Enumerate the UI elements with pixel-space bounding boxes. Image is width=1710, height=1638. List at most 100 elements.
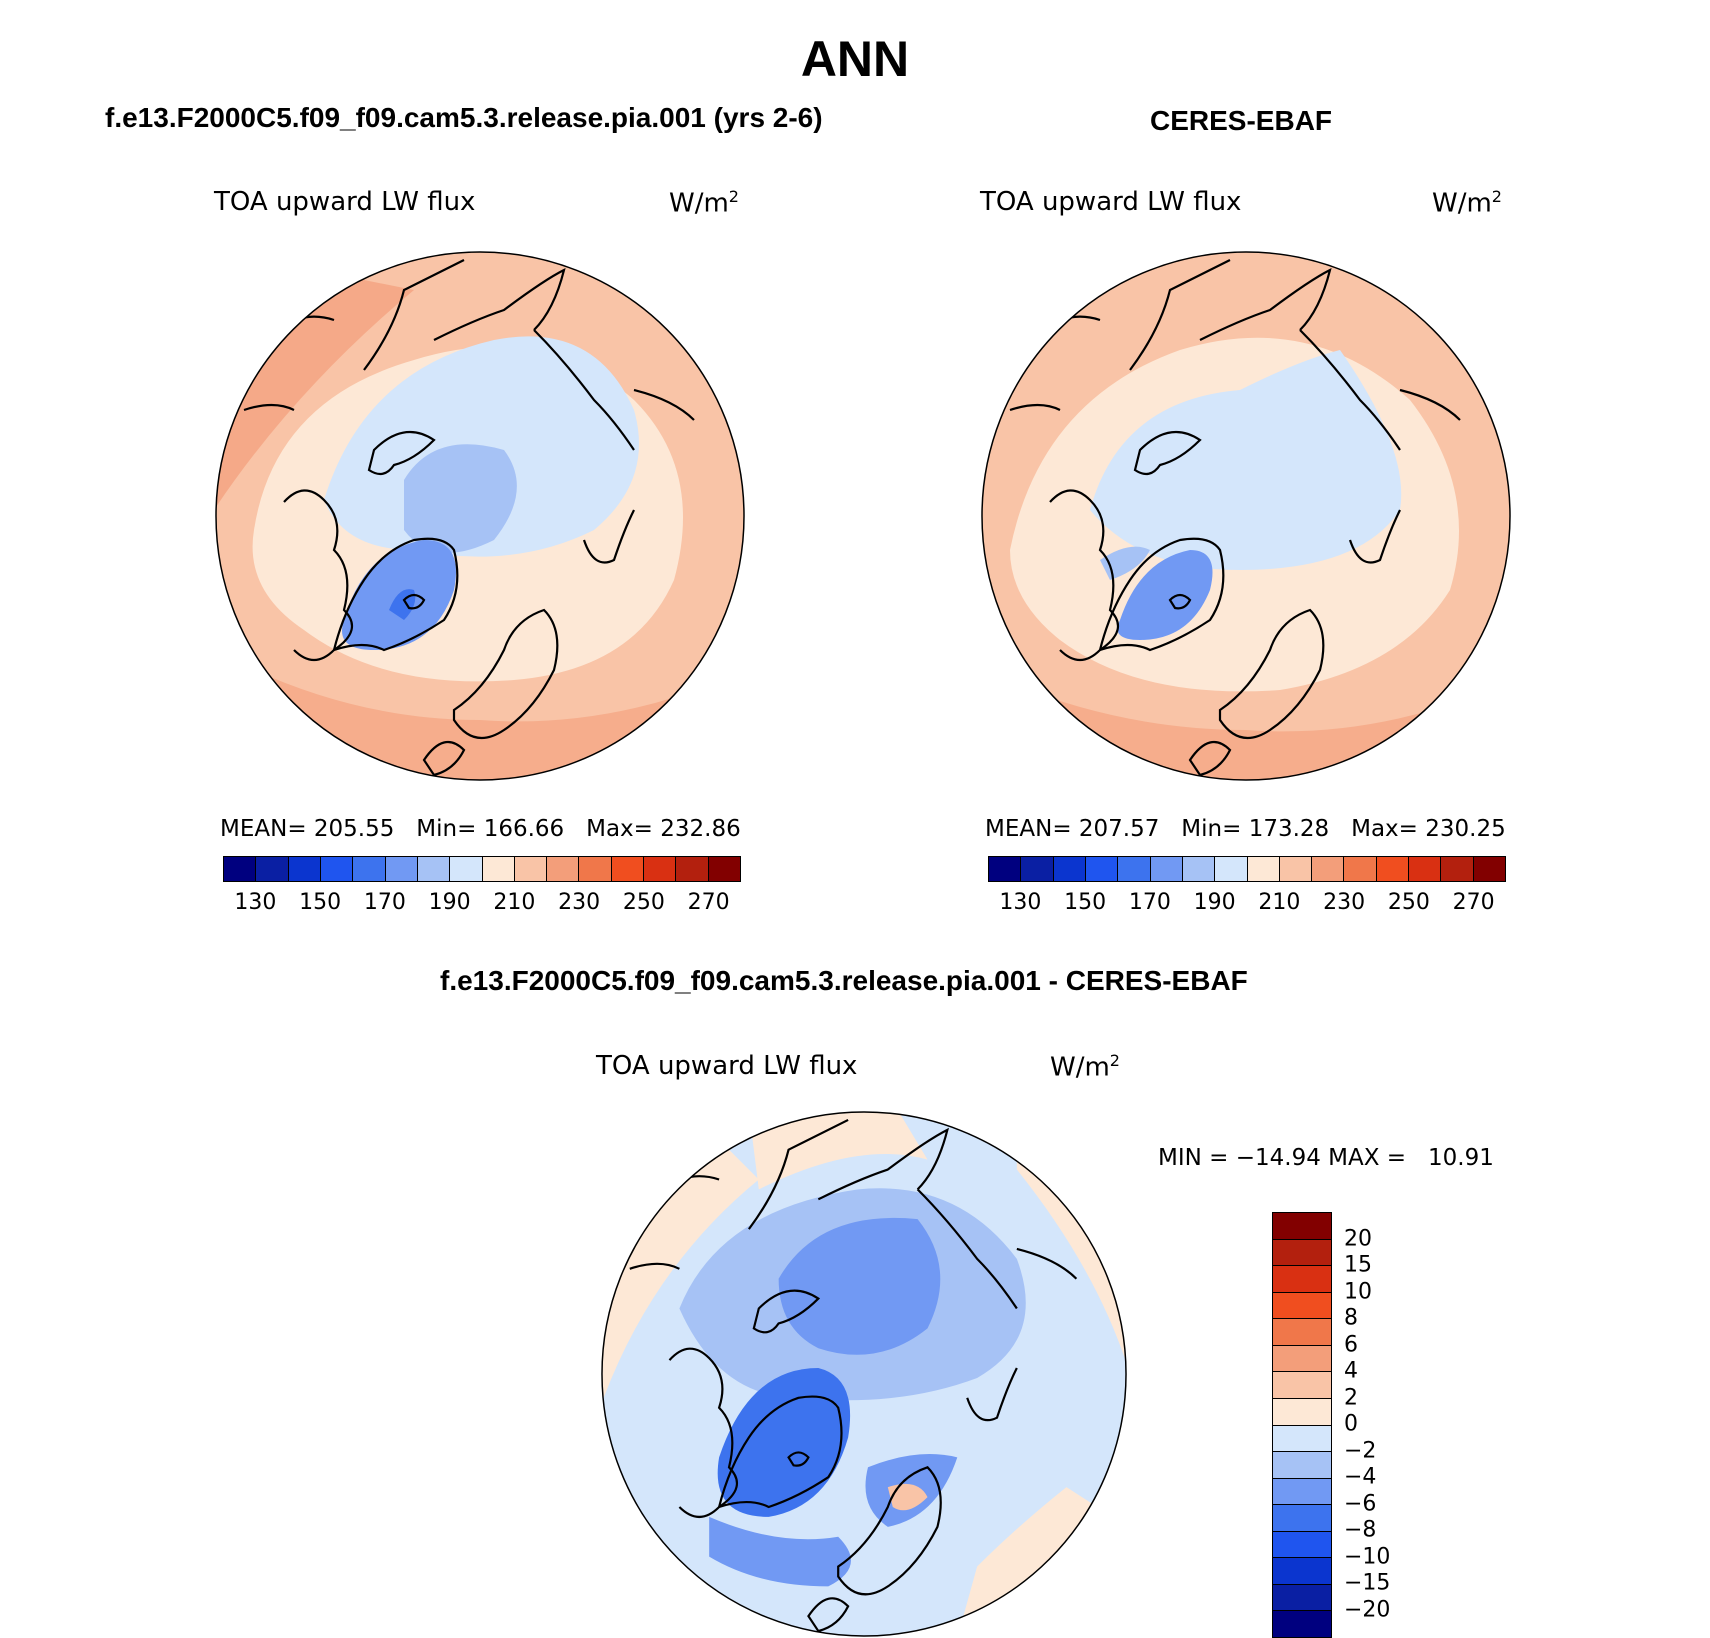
- panel-2-variable-label: TOA upward LW flux: [980, 187, 1242, 217]
- colorbar-swatch: [708, 857, 740, 881]
- colorbar-swatch: [288, 857, 321, 881]
- panel-1-colorbar-labels: 130 150 170 190 210 230 250 270: [223, 890, 741, 920]
- colorbar-tick-label: 250: [622, 890, 665, 915]
- colorbar-swatch: [224, 857, 257, 881]
- colorbar-swatch: [1247, 857, 1280, 881]
- colorbar-swatch: [1085, 857, 1119, 881]
- panel-1-polar-map: [215, 251, 745, 781]
- panel-3-polar-map: [601, 1111, 1127, 1637]
- colorbar-swatch: [385, 857, 418, 881]
- colorbar-swatch: [1215, 857, 1248, 881]
- colorbar-tick-label: 270: [687, 890, 730, 915]
- panel-1-stats: MEAN= 205.55 Min= 166.66 Max= 232.86: [220, 816, 741, 842]
- colorbar-swatch: [1273, 1292, 1331, 1320]
- colorbar-swatch: [1053, 857, 1086, 881]
- colorbar-tick-label: 250: [1387, 890, 1430, 915]
- panel-2-colorbar-labels: 130 150 170 190 210 230 250 270: [988, 890, 1506, 920]
- colorbar-swatch: [1273, 1584, 1331, 1612]
- colorbar-swatch: [450, 857, 483, 881]
- colorbar-swatch: [1273, 1558, 1331, 1585]
- colorbar-tick-label: 210: [493, 890, 536, 915]
- colorbar-swatch: [1473, 857, 1505, 881]
- colorbar-tick-label: −8: [1344, 1517, 1377, 1543]
- colorbar-tick-label: −15: [1344, 1570, 1391, 1596]
- colorbar-swatch: [1273, 1531, 1331, 1559]
- colorbar-tick-label: 130: [234, 890, 277, 915]
- colorbar-tick-label: 8: [1344, 1305, 1358, 1331]
- colorbar-tick-label: 270: [1452, 890, 1495, 915]
- colorbar-tick-label: −20: [1344, 1597, 1391, 1622]
- colorbar-swatch: [1409, 857, 1442, 881]
- colorbar-tick-label: 10: [1344, 1279, 1372, 1304]
- panel-2-units: W/m2: [1432, 187, 1502, 219]
- colorbar-swatch: [1021, 857, 1054, 881]
- colorbar-tick-label: 210: [1258, 890, 1301, 915]
- colorbar-swatch: [1273, 1266, 1331, 1293]
- colorbar-swatch: [1312, 857, 1345, 881]
- panel-3-stats: MIN = −14.94 MAX = 10.91: [1158, 1145, 1494, 1171]
- colorbar-swatch: [547, 857, 580, 881]
- colorbar-tick-label: 6: [1344, 1332, 1358, 1357]
- colorbar-tick-label: 0: [1344, 1411, 1358, 1437]
- panel-2-colorbar: [988, 856, 1506, 882]
- main-title: ANN: [800, 31, 910, 87]
- colorbar-swatch: [1150, 857, 1183, 881]
- panel-3-colorbar: [1272, 1212, 1332, 1638]
- colorbar-tick-label: −2: [1344, 1438, 1377, 1463]
- colorbar-tick-label: 150: [1064, 890, 1107, 915]
- colorbar-swatch: [514, 857, 548, 881]
- panel-1-colorbar: [223, 856, 741, 882]
- colorbar-swatch: [579, 857, 612, 881]
- colorbar-tick-label: 15: [1344, 1252, 1372, 1278]
- colorbar-tick-label: 230: [1323, 890, 1366, 915]
- colorbar-swatch: [1273, 1478, 1331, 1506]
- colorbar-tick-label: −4: [1344, 1464, 1377, 1490]
- colorbar-swatch: [1273, 1505, 1331, 1532]
- panel-3-variable-label: TOA upward LW flux: [596, 1051, 858, 1081]
- panel-1-units: W/m2: [669, 187, 739, 219]
- colorbar-tick-label: 170: [363, 890, 406, 915]
- colorbar-swatch: [482, 857, 515, 881]
- colorbar-tick-label: −6: [1344, 1491, 1377, 1516]
- panel-1-variable-label: TOA upward LW flux: [214, 187, 476, 217]
- panel-1-case-title: f.e13.F2000C5.f09_f09.cam5.3.release.pia…: [105, 102, 823, 133]
- colorbar-swatch: [1182, 857, 1216, 881]
- colorbar-swatch: [256, 857, 289, 881]
- panel-2-stats: MEAN= 207.57 Min= 173.28 Max= 230.25: [985, 816, 1506, 842]
- colorbar-tick-label: 2: [1344, 1385, 1358, 1410]
- colorbar-swatch: [1279, 857, 1313, 881]
- panel-2-polar-map: [981, 251, 1511, 781]
- colorbar-swatch: [1273, 1345, 1331, 1373]
- colorbar-swatch: [644, 857, 677, 881]
- colorbar-swatch: [1273, 1425, 1331, 1453]
- colorbar-swatch: [1344, 857, 1377, 881]
- colorbar-swatch: [1441, 857, 1474, 881]
- colorbar-tick-label: 190: [1193, 890, 1236, 915]
- colorbar-swatch: [1273, 1319, 1331, 1346]
- colorbar-swatch: [1273, 1213, 1331, 1240]
- colorbar-tick-label: −10: [1344, 1544, 1391, 1569]
- colorbar-tick-label: 20: [1344, 1226, 1372, 1251]
- colorbar-swatch: [1273, 1239, 1331, 1267]
- panel-2-case-title: CERES-EBAF: [1150, 105, 1333, 136]
- colorbar-swatch: [1118, 857, 1151, 881]
- colorbar-swatch: [1273, 1452, 1331, 1479]
- colorbar-swatch: [353, 857, 386, 881]
- colorbar-tick-label: 190: [428, 890, 471, 915]
- colorbar-swatch: [1273, 1398, 1331, 1426]
- colorbar-swatch: [417, 857, 451, 881]
- panel-3-units: W/m2: [1050, 1051, 1120, 1083]
- colorbar-tick-label: 4: [1344, 1358, 1358, 1384]
- panel-3-case-title: f.e13.F2000C5.f09_f09.cam5.3.release.pia…: [440, 965, 1248, 996]
- colorbar-tick-label: 230: [558, 890, 601, 915]
- colorbar-swatch: [320, 857, 354, 881]
- colorbar-tick-label: 150: [299, 890, 342, 915]
- colorbar-tick-label: 130: [999, 890, 1042, 915]
- colorbar-swatch: [1273, 1611, 1331, 1637]
- colorbar-swatch: [676, 857, 709, 881]
- colorbar-swatch: [611, 857, 645, 881]
- panel-3-colorbar-labels: 20 15 10 8 6 4 2 0 −2 −4 −6 −8 −10 −15 −20: [1344, 1212, 1424, 1636]
- colorbar-swatch: [989, 857, 1022, 881]
- colorbar-tick-label: 170: [1128, 890, 1171, 915]
- colorbar-swatch: [1376, 857, 1410, 881]
